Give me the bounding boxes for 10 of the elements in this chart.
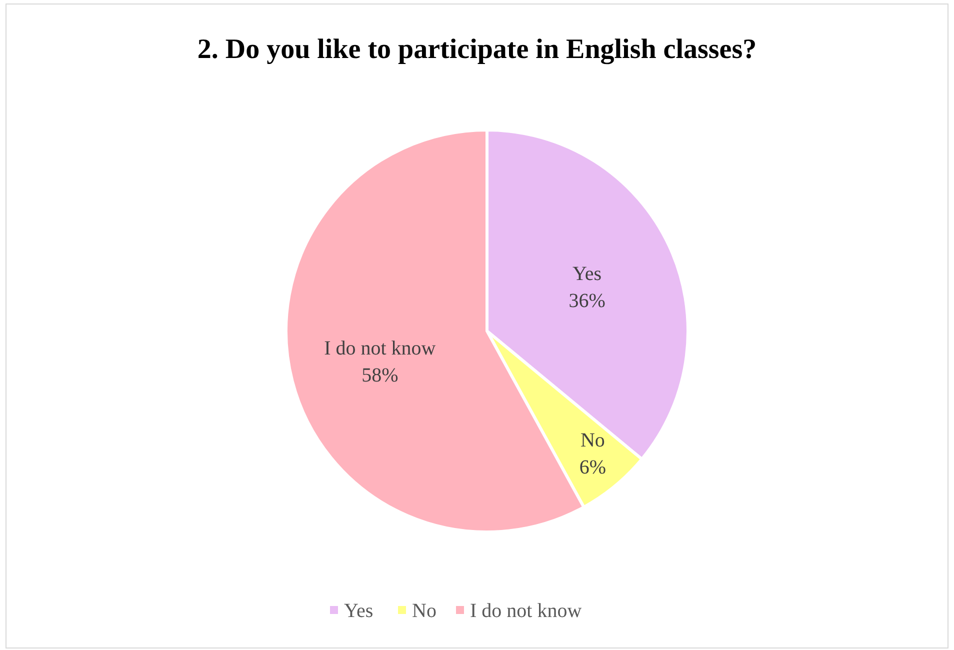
legend-label: I do not know	[470, 600, 582, 622]
data-label: 36%	[568, 290, 606, 312]
data-label: 6%	[579, 456, 606, 478]
chart-title: 2. Do you like to participate in English classes?	[197, 34, 757, 65]
legend-label: No	[412, 600, 436, 622]
slice-label: No	[580, 429, 605, 452]
legend-label: Yes	[344, 600, 374, 622]
data-label: 58%	[362, 364, 398, 386]
slice-label: Yes	[572, 262, 602, 285]
slice-label: I do not know	[324, 337, 436, 360]
